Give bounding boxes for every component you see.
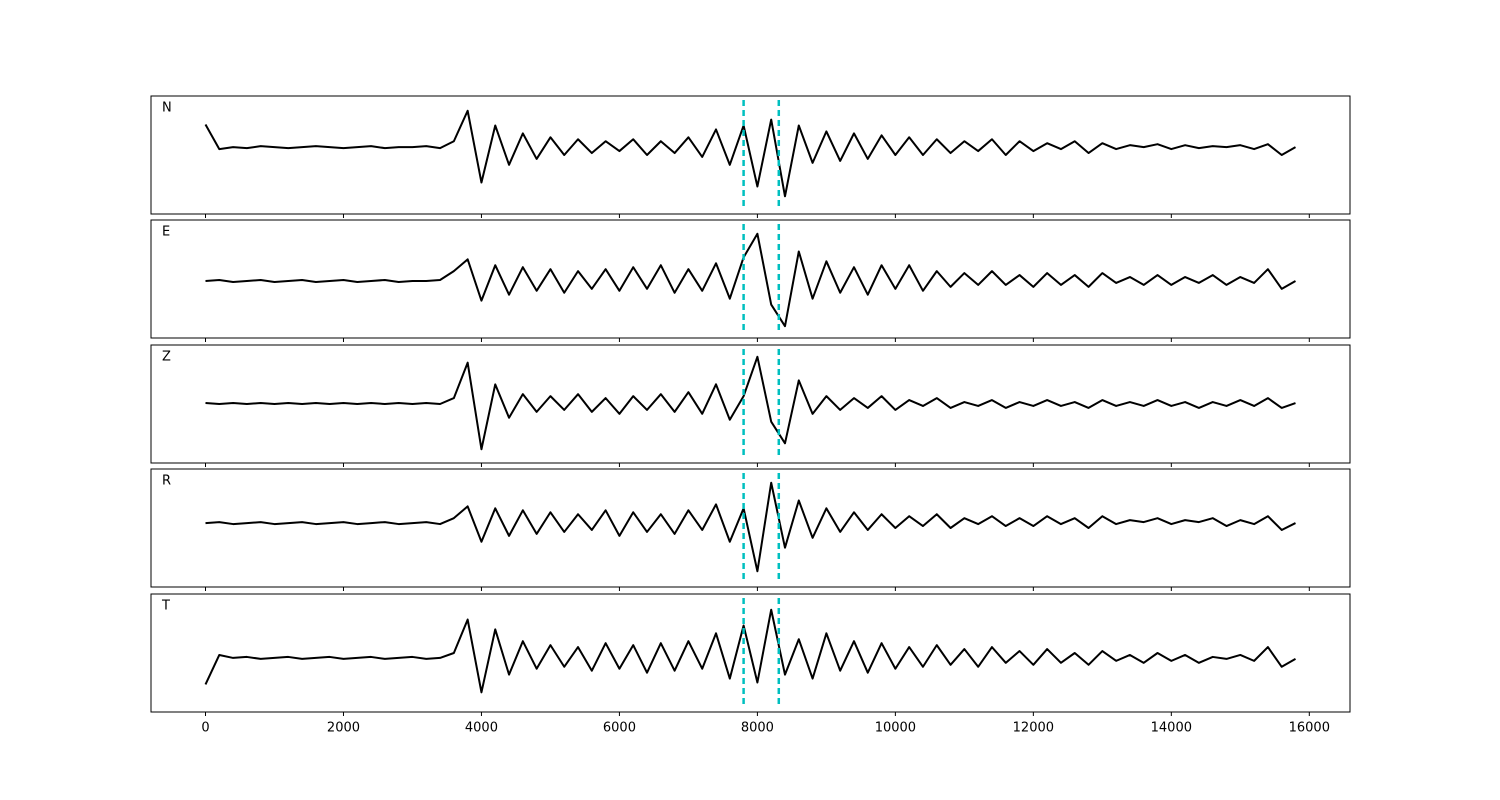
trace xyxy=(204,608,1296,694)
x-tick-label: 16000 xyxy=(1289,721,1330,736)
trace xyxy=(205,355,1296,451)
panel-label: T xyxy=(161,599,170,614)
trace xyxy=(205,481,1296,573)
panel-frame xyxy=(150,344,1351,464)
trace xyxy=(204,109,1296,198)
x-tick-label: 4000 xyxy=(465,721,498,736)
panel-frame xyxy=(150,593,1351,713)
panel-label: R xyxy=(162,474,171,489)
x-tick-label: 6000 xyxy=(603,721,636,736)
panel-frame xyxy=(150,468,1351,588)
x-tick-label: 0 xyxy=(201,721,209,736)
panel-frame xyxy=(150,219,1351,339)
panel-label: E xyxy=(162,225,170,240)
trace xyxy=(205,232,1296,328)
panel-frame xyxy=(150,95,1351,215)
x-tick-label: 10000 xyxy=(875,721,916,736)
panel-label: Z xyxy=(162,350,171,365)
x-tick-label: 8000 xyxy=(741,721,774,736)
x-tick-label: 14000 xyxy=(1151,721,1192,736)
x-tick-label: 2000 xyxy=(327,721,360,736)
panel-label: N xyxy=(162,101,172,116)
x-tick-label: 12000 xyxy=(1013,721,1054,736)
